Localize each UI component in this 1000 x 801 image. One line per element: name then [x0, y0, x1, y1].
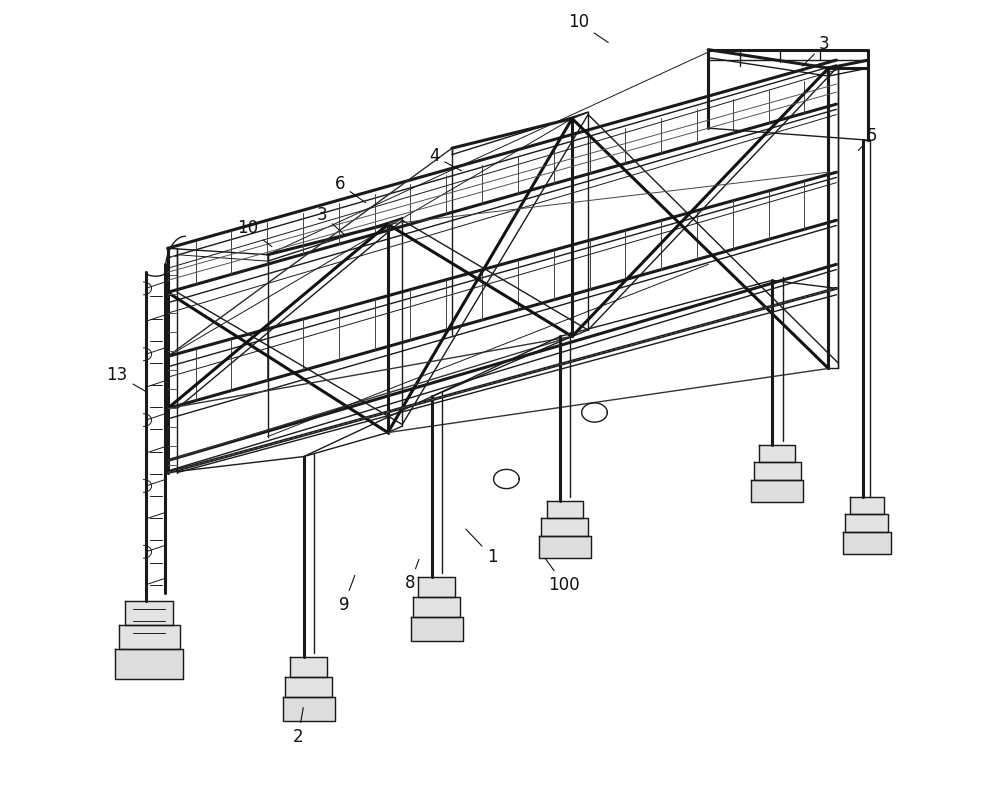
Polygon shape [843, 532, 891, 554]
Text: 3: 3 [317, 206, 344, 235]
Polygon shape [547, 501, 583, 518]
Polygon shape [754, 462, 801, 480]
Polygon shape [418, 577, 455, 597]
Text: 8: 8 [405, 559, 419, 592]
Text: 2: 2 [293, 707, 303, 746]
Text: 6: 6 [335, 175, 366, 203]
Text: 10: 10 [568, 14, 608, 42]
Text: 4: 4 [429, 147, 462, 171]
Text: 5: 5 [858, 127, 878, 151]
Polygon shape [850, 497, 884, 514]
Text: 13: 13 [106, 366, 145, 391]
Polygon shape [283, 697, 335, 721]
Polygon shape [411, 617, 463, 641]
Text: 3: 3 [802, 35, 830, 66]
Polygon shape [751, 480, 803, 502]
Polygon shape [125, 601, 173, 625]
Polygon shape [285, 677, 332, 697]
Text: 10: 10 [237, 219, 272, 247]
Polygon shape [115, 649, 183, 679]
Polygon shape [759, 445, 795, 462]
Polygon shape [290, 657, 327, 677]
Polygon shape [119, 625, 180, 649]
Text: 1: 1 [466, 529, 497, 566]
Polygon shape [413, 597, 460, 617]
Polygon shape [539, 536, 591, 558]
Text: 100: 100 [546, 559, 580, 594]
Polygon shape [845, 514, 888, 532]
Text: 9: 9 [339, 575, 355, 614]
Polygon shape [541, 518, 588, 536]
